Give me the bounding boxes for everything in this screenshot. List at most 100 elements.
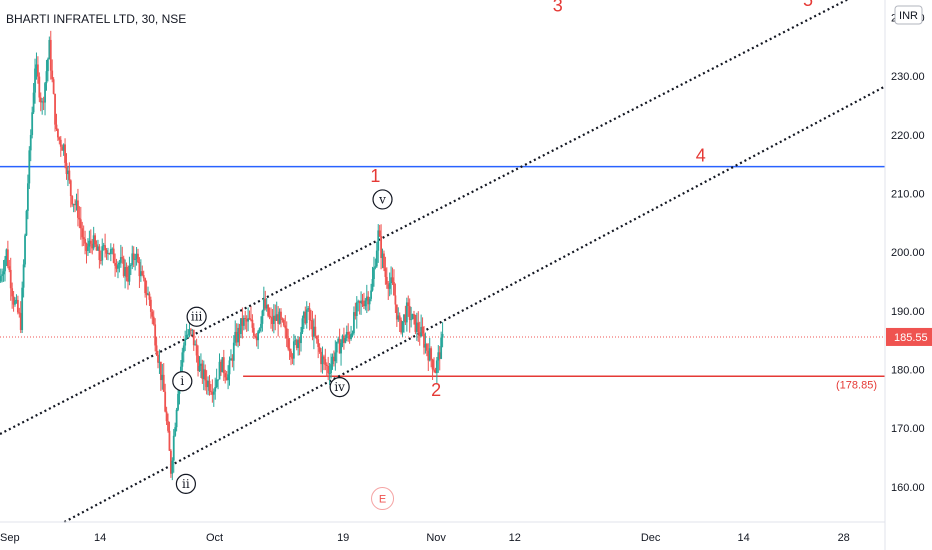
event-marker-circle [371, 487, 395, 511]
candle-body [91, 243, 94, 249]
candle-body [328, 373, 331, 375]
x-axis[interactable]: Sep 14 Oct 19 Nov 12 Dec 14 28 [0, 532, 850, 544]
candle-body [131, 253, 134, 265]
candle-body [165, 411, 168, 422]
y-tick-label: 180.00 [891, 365, 925, 377]
wave-circle-ii [175, 473, 196, 494]
wave-minor-label-i: i [180, 374, 184, 388]
candle-body [348, 334, 351, 339]
candle-body [224, 373, 227, 378]
candle-body [125, 267, 128, 278]
support-value-label: (178.85) [836, 379, 877, 391]
candle-body [135, 253, 138, 259]
x-tick-label: Dec [641, 532, 661, 544]
candle-body [92, 235, 95, 249]
candle-body [89, 240, 92, 244]
candle-body [159, 361, 162, 381]
candle-body [79, 219, 82, 229]
candle-body [244, 318, 247, 320]
candle-body [357, 301, 360, 303]
candle-body [151, 311, 154, 317]
candle-body [424, 344, 427, 348]
candle-body [275, 314, 278, 321]
candle-body [182, 345, 185, 353]
candle-body [238, 327, 241, 335]
candle-body [77, 200, 79, 218]
candle-body [343, 335, 345, 343]
candle-body [325, 364, 328, 366]
candle-body [228, 360, 231, 375]
candle-body [217, 379, 219, 381]
candle-body [272, 315, 275, 324]
candle-body [102, 245, 105, 247]
y-tick-label: 160.00 [891, 482, 925, 494]
candle-body [408, 306, 411, 320]
candle-body [201, 363, 204, 379]
candle-body [327, 365, 330, 374]
candle-body [97, 246, 99, 251]
candle-body [19, 313, 22, 330]
candle-body [407, 302, 410, 307]
candle-body [109, 249, 112, 255]
candle-body [404, 314, 407, 323]
candle-body [32, 92, 35, 113]
y-axis[interactable]: 160.00 170.00 180.00 190.00 200.00 210.00 220.… [836, 13, 932, 494]
x-tick-label: 28 [838, 532, 850, 544]
candles-layer [0, 30, 444, 481]
candle-body [267, 304, 270, 316]
candle-body [232, 342, 235, 361]
candle-body [12, 296, 15, 305]
candle-body [413, 314, 415, 316]
candle-body [351, 333, 354, 335]
candle-body [254, 335, 257, 337]
candle-body [318, 346, 321, 352]
candle-body [361, 300, 364, 305]
candle-body [168, 430, 171, 451]
candle-body [390, 277, 393, 284]
candle-body [387, 284, 390, 289]
candle-body [268, 315, 271, 317]
candle-body [368, 298, 371, 305]
wave-minor-label-v: v [378, 192, 386, 206]
candle-body [184, 338, 187, 346]
candle-body [294, 340, 297, 342]
candle-body [127, 277, 129, 282]
x-tick-label: Nov [426, 532, 446, 544]
candle-body [11, 288, 14, 297]
chart-title: BHARTI INFRATEL LTD, 30, NSE [6, 12, 186, 26]
candle-body [331, 356, 334, 365]
candle-body [112, 248, 115, 263]
candle-body [172, 435, 175, 461]
candle-body [157, 354, 159, 363]
candle-body [188, 329, 191, 335]
wave-minor-label-ii: ii [182, 477, 190, 491]
candle-body [274, 315, 277, 321]
candle-body [255, 336, 258, 341]
candle-body [353, 312, 355, 334]
candle-body [380, 236, 382, 259]
candle-body [280, 311, 282, 319]
candle-body [291, 357, 294, 359]
candle-body [335, 341, 338, 353]
candle-body [338, 338, 341, 354]
candle-body [114, 262, 117, 266]
candle-body [250, 319, 252, 321]
candle-body [305, 309, 308, 324]
currency-label: INR [899, 10, 918, 22]
currency-badge[interactable]: INR [894, 5, 923, 25]
current-price-label: 185.55 [894, 332, 928, 344]
x-tick-label: Oct [206, 532, 223, 544]
candle-body [61, 146, 64, 151]
candle-body [227, 374, 229, 381]
candle-body [34, 68, 36, 93]
candle-body [308, 308, 311, 321]
candle-body [381, 253, 384, 259]
candle-body [288, 348, 291, 352]
candle-body [245, 318, 248, 322]
y-tick-label: 220.00 [891, 130, 925, 142]
candle-body [118, 262, 121, 265]
candle-body [375, 250, 378, 267]
candle-body [197, 355, 199, 371]
candle-body [190, 329, 192, 331]
